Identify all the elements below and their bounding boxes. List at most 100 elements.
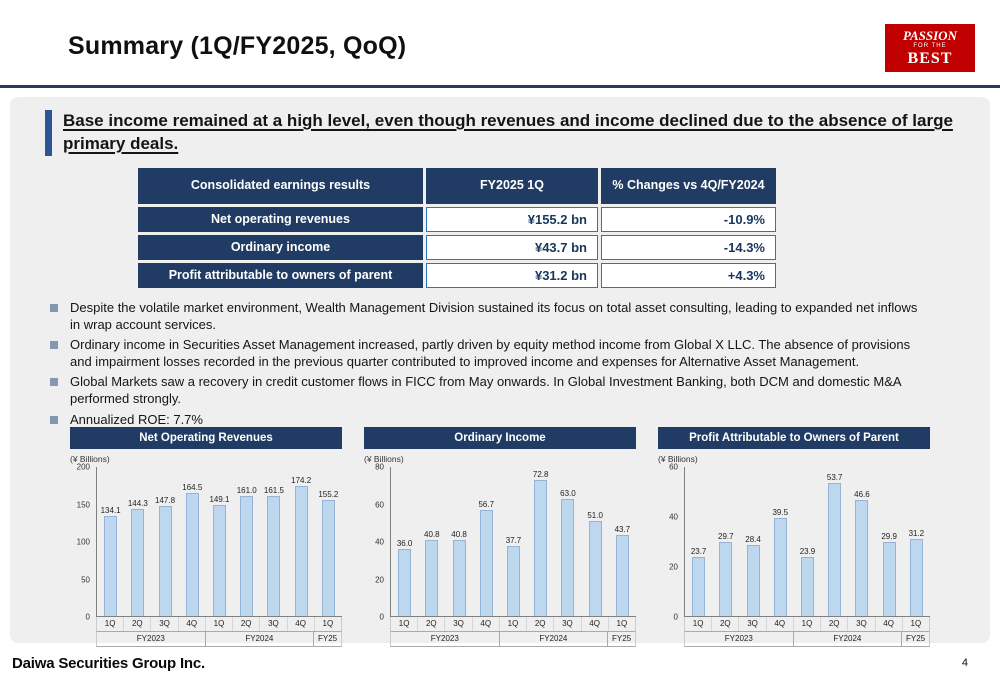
table-header-results: Consolidated earnings results bbox=[138, 167, 423, 204]
x-category-label: 1Q bbox=[692, 619, 704, 628]
bar bbox=[534, 480, 548, 616]
header-divider bbox=[0, 85, 1000, 88]
y-tick-label: 60 bbox=[375, 500, 384, 509]
bar bbox=[561, 498, 575, 616]
content-panel: Base income remained at a high level, ev… bbox=[10, 97, 990, 647]
y-tick-label: 200 bbox=[76, 462, 90, 472]
x-category-label: 4Q bbox=[471, 617, 499, 631]
bar-value-label: 23.7 bbox=[690, 547, 707, 557]
plot-area: 134.1 144.3 147.8 164.5 149.1 161.0 161.5 174.2… bbox=[96, 467, 342, 617]
y-axis: 0 20 40 60 80 bbox=[364, 463, 390, 622]
x-category-label: 1Q bbox=[104, 619, 116, 628]
bar-column: 144.3 bbox=[124, 467, 151, 616]
bar-value-label: 63.0 bbox=[560, 488, 576, 498]
bar-value-label: 161.5 bbox=[263, 485, 284, 495]
chart-ordinary-income: Ordinary Income (¥ Billions) 0 20 40 60 80 3… bbox=[364, 427, 636, 647]
bullet-marker-icon bbox=[50, 341, 58, 350]
headline-text: Base income remained at a high level, ev… bbox=[63, 111, 953, 153]
bar bbox=[425, 540, 439, 616]
bar-value-label: 51.0 bbox=[587, 511, 603, 521]
x-group-label: FY25 bbox=[607, 632, 635, 646]
x-category-label: 1Q bbox=[313, 617, 341, 631]
row-label-ordinary-income: Ordinary income bbox=[138, 234, 423, 260]
y-axis-unit-label: (¥ Billions) bbox=[70, 454, 110, 464]
bar-column: 23.7 bbox=[685, 467, 712, 616]
y-axis: 0 50 100 150 200 bbox=[70, 463, 96, 622]
y-tick-label: 0 bbox=[85, 612, 90, 622]
bar-value-label: 37.7 bbox=[505, 535, 522, 545]
x-category-label: 3Q bbox=[259, 617, 286, 631]
x-group-row: FY2023 FY2024 FY25 bbox=[390, 632, 636, 647]
bullet-item: Annualized ROE: 7.7% bbox=[50, 412, 930, 429]
x-category-label: 1Q bbox=[901, 617, 929, 631]
bar-value-label: 161.0 bbox=[236, 486, 257, 496]
bar bbox=[240, 496, 254, 616]
bullet-item: Despite the volatile market environment,… bbox=[50, 300, 930, 333]
bar-value-label: 29.7 bbox=[718, 532, 734, 542]
x-group-label: FY2024 bbox=[204, 632, 314, 646]
x-category-label: 1Q bbox=[607, 617, 635, 631]
x-category-row: 1Q 2Q 3Q 4Q 1Q 2Q 3Q 4Q 1Q bbox=[390, 617, 636, 632]
y-tick-label: 40 bbox=[669, 512, 678, 522]
table-row: Profit attributable to owners of parent … bbox=[138, 262, 776, 288]
bar-column: 149.1 bbox=[206, 467, 233, 616]
x-category-row: 1Q 2Q 3Q 4Q 1Q 2Q 3Q 4Q 1Q bbox=[96, 617, 342, 632]
headline-accent-bar bbox=[45, 110, 52, 156]
bullet-text: Global Markets saw a recovery in credit … bbox=[70, 374, 901, 406]
bar-value-label: 155.2 bbox=[318, 490, 339, 500]
bar bbox=[131, 508, 145, 616]
y-tick-label: 0 bbox=[379, 612, 384, 622]
bar bbox=[506, 545, 520, 616]
bar-value-label: 56.7 bbox=[478, 500, 495, 510]
bar-column: 29.9 bbox=[876, 467, 903, 616]
y-tick-label: 80 bbox=[375, 462, 384, 472]
bar-column: 29.7 bbox=[712, 467, 739, 616]
bar bbox=[294, 486, 308, 616]
plot-wrapper: 23.7 29.7 28.4 39.5 23.9 53.7 46.6 29.9 31.2 1Q 2… bbox=[684, 467, 930, 647]
x-category-row: 1Q 2Q 3Q 4Q 1Q 2Q 3Q 4Q 1Q bbox=[684, 617, 930, 632]
bar-column: 161.0 bbox=[233, 467, 260, 616]
bar bbox=[719, 542, 733, 616]
bullet-text: Annualized ROE: 7.7% bbox=[70, 411, 203, 427]
bar bbox=[479, 510, 493, 616]
x-category-label: 2Q bbox=[526, 617, 553, 631]
company-logo-text: Daiwa Securities Group Inc. bbox=[12, 655, 205, 672]
bar-column: 43.7 bbox=[609, 467, 636, 616]
x-group-label: FY25 bbox=[313, 632, 341, 646]
x-group-row: FY2023 FY2024 FY25 bbox=[96, 632, 342, 647]
change-ordinary-income: -14.3% bbox=[601, 234, 776, 260]
bar-value-label: 31.2 bbox=[908, 528, 925, 538]
y-tick-label: 150 bbox=[76, 500, 90, 509]
y-axis: 0 20 40 60 bbox=[658, 463, 684, 622]
chart-body: 0 20 40 60 80 36.0 40.8 40.8 56.7 37.7 72.8 63.0 51… bbox=[364, 463, 636, 647]
x-group-label: FY2023 bbox=[136, 634, 165, 643]
bar-column: 155.2 bbox=[315, 467, 342, 616]
y-tick-label: 60 bbox=[669, 462, 678, 472]
bar-value-label: 164.5 bbox=[182, 483, 203, 493]
bar bbox=[267, 495, 281, 616]
x-group-label: FY2024 bbox=[792, 632, 902, 646]
bullet-list: Despite the volatile market environment,… bbox=[50, 300, 930, 428]
x-category-label: 2Q bbox=[711, 617, 738, 631]
bar-value-label: 53.7 bbox=[826, 472, 843, 482]
passion-for-the-best-logo: PASSION FOR THE BEST bbox=[885, 24, 975, 72]
bar-column: 28.4 bbox=[739, 467, 766, 616]
bar bbox=[855, 500, 869, 616]
bar-value-label: 144.3 bbox=[127, 498, 148, 508]
x-category-label: 4Q bbox=[580, 617, 608, 631]
bar bbox=[615, 534, 629, 616]
y-tick-label: 50 bbox=[81, 575, 90, 584]
bar-column: 63.0 bbox=[554, 467, 581, 616]
bar-column: 53.7 bbox=[821, 467, 848, 616]
page-number: 4 bbox=[961, 657, 968, 669]
consolidated-earnings-table: Consolidated earnings results FY2025 1Q … bbox=[135, 165, 779, 291]
row-label-profit-attributable: Profit attributable to owners of parent bbox=[138, 262, 423, 288]
bar-value-label: 46.6 bbox=[854, 490, 870, 500]
bar-column: 161.5 bbox=[260, 467, 287, 616]
table-header-row: Consolidated earnings results FY2025 1Q … bbox=[138, 167, 776, 204]
bar-value-label: 23.9 bbox=[799, 546, 816, 556]
bullet-item: Ordinary income in Securities Asset Mana… bbox=[50, 337, 930, 370]
plot-area: 36.0 40.8 40.8 56.7 37.7 72.8 63.0 51.0 43.7 bbox=[390, 467, 636, 617]
bullet-item: Global Markets saw a recovery in credit … bbox=[50, 374, 930, 407]
